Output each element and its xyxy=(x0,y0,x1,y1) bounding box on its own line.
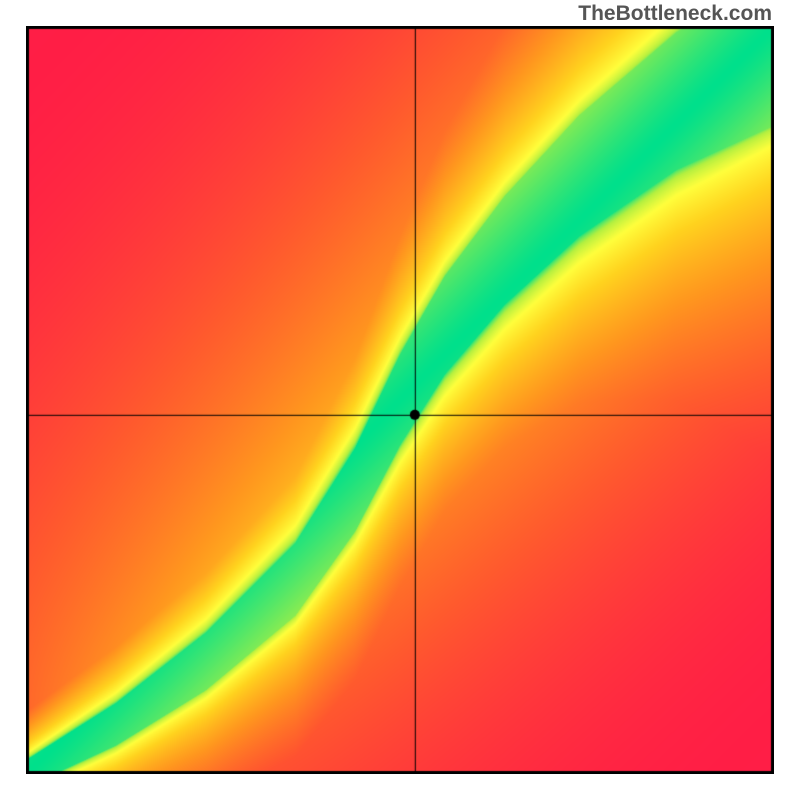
heatmap-canvas xyxy=(26,26,774,774)
bottleneck-heatmap xyxy=(26,26,774,774)
watermark-text: TheBottleneck.com xyxy=(578,2,772,26)
